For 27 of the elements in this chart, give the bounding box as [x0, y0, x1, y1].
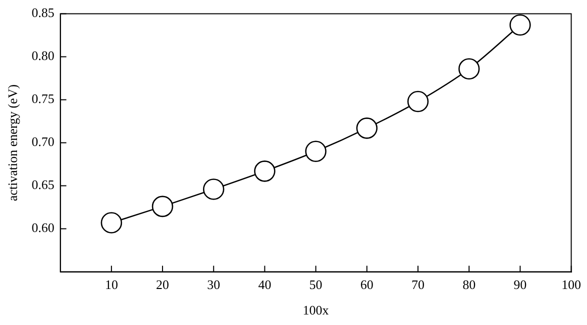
x-tick-label: 50 — [309, 277, 322, 292]
x-tick-label: 100 — [562, 277, 581, 292]
point — [152, 196, 174, 218]
y-tick-label: 0.80 — [32, 48, 54, 64]
x-tick-label: 60 — [360, 277, 374, 292]
y-tick-label: 0.85 — [32, 5, 54, 20]
y-tick-label: 0.60 — [32, 220, 54, 236]
x-tick-label: 10 — [104, 277, 118, 292]
point — [510, 14, 531, 36]
x-tick-label: 40 — [258, 277, 272, 292]
x-axis-title: 100x — [302, 302, 330, 318]
point — [458, 58, 480, 80]
y-tick-label: 0.70 — [32, 134, 54, 150]
y-axis-title: activation energy (eV) — [5, 84, 20, 202]
point — [202, 178, 224, 200]
point — [305, 140, 326, 162]
x-tick-label: 30 — [207, 277, 220, 292]
y-tick-label: 0.75 — [32, 91, 54, 106]
x-tick-label: 20 — [156, 277, 170, 292]
point — [356, 118, 378, 139]
point — [407, 90, 429, 112]
x-tick-label: 90 — [514, 277, 527, 292]
point — [254, 160, 276, 182]
y-tick-label: 0.65 — [32, 177, 54, 192]
x-tick-label: 70 — [411, 277, 424, 292]
point — [100, 212, 122, 234]
x-tick-label: 80 — [462, 277, 476, 292]
